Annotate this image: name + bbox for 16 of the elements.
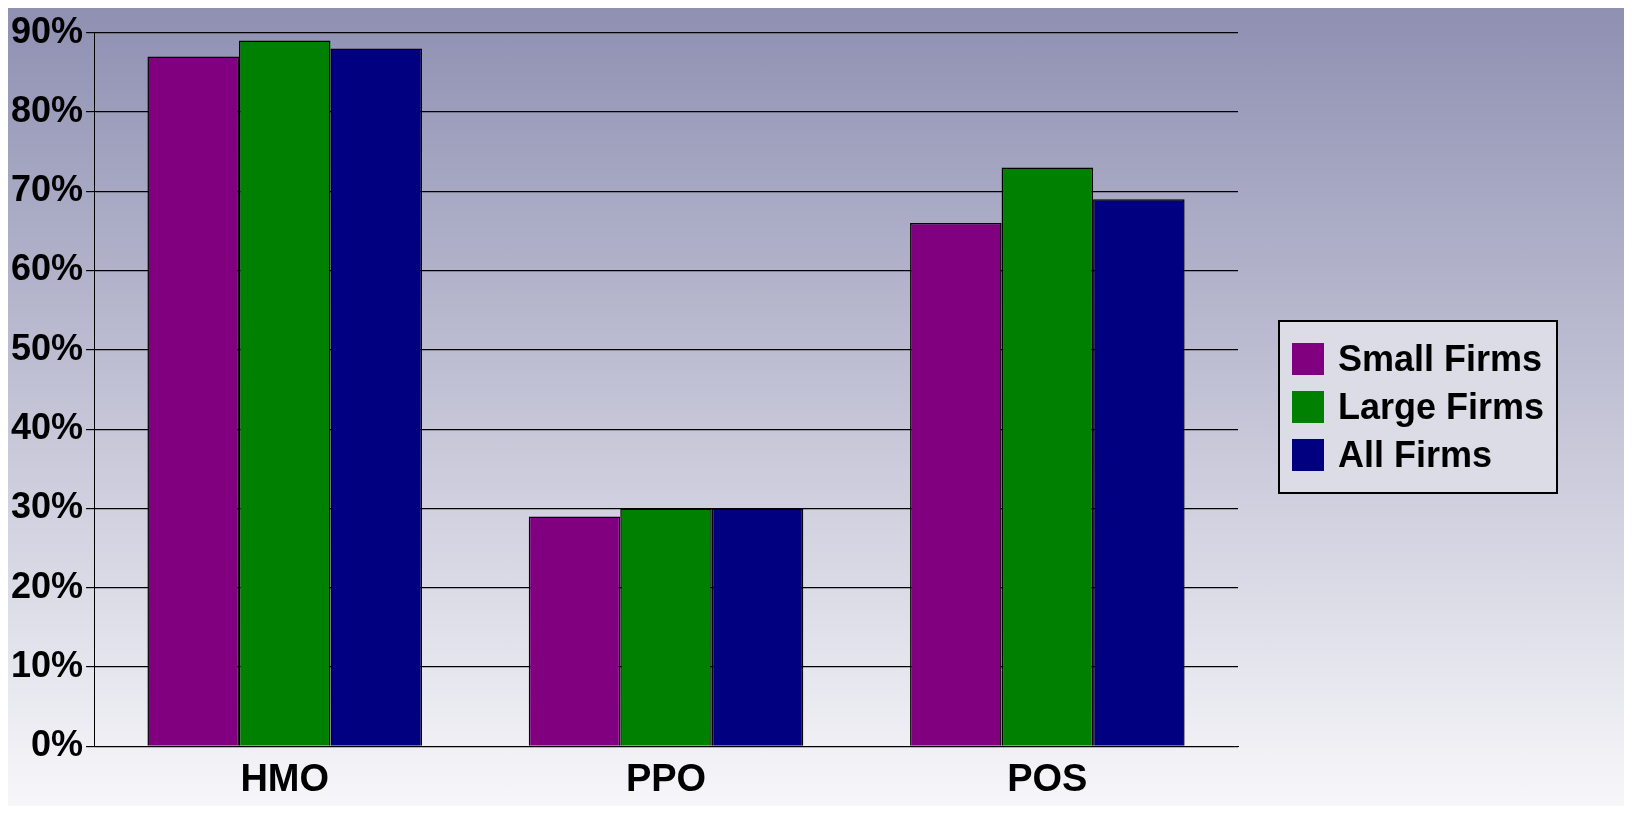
y-tick-label: 90% bbox=[10, 9, 84, 51]
x-tick-label: HMO bbox=[240, 756, 330, 799]
x-tick-label: POS bbox=[1007, 756, 1088, 799]
y-tick-label: 50% bbox=[10, 326, 84, 368]
y-tick-label: 40% bbox=[10, 406, 84, 448]
legend-label: Small Firms bbox=[1338, 338, 1543, 380]
y-tick-label: 60% bbox=[10, 247, 84, 289]
y-tick-label: 80% bbox=[10, 88, 84, 130]
y-tick-label: 30% bbox=[10, 485, 84, 527]
y-tick-label: 0% bbox=[31, 723, 84, 765]
y-tick-label: 70% bbox=[10, 168, 84, 210]
y-tick-label: 20% bbox=[10, 564, 84, 606]
legend-label: All Firms bbox=[1338, 434, 1493, 476]
x-tick-label: PPO bbox=[625, 756, 707, 799]
y-tick-label: 10% bbox=[10, 644, 84, 686]
legend-label: Large Firms bbox=[1338, 386, 1545, 428]
